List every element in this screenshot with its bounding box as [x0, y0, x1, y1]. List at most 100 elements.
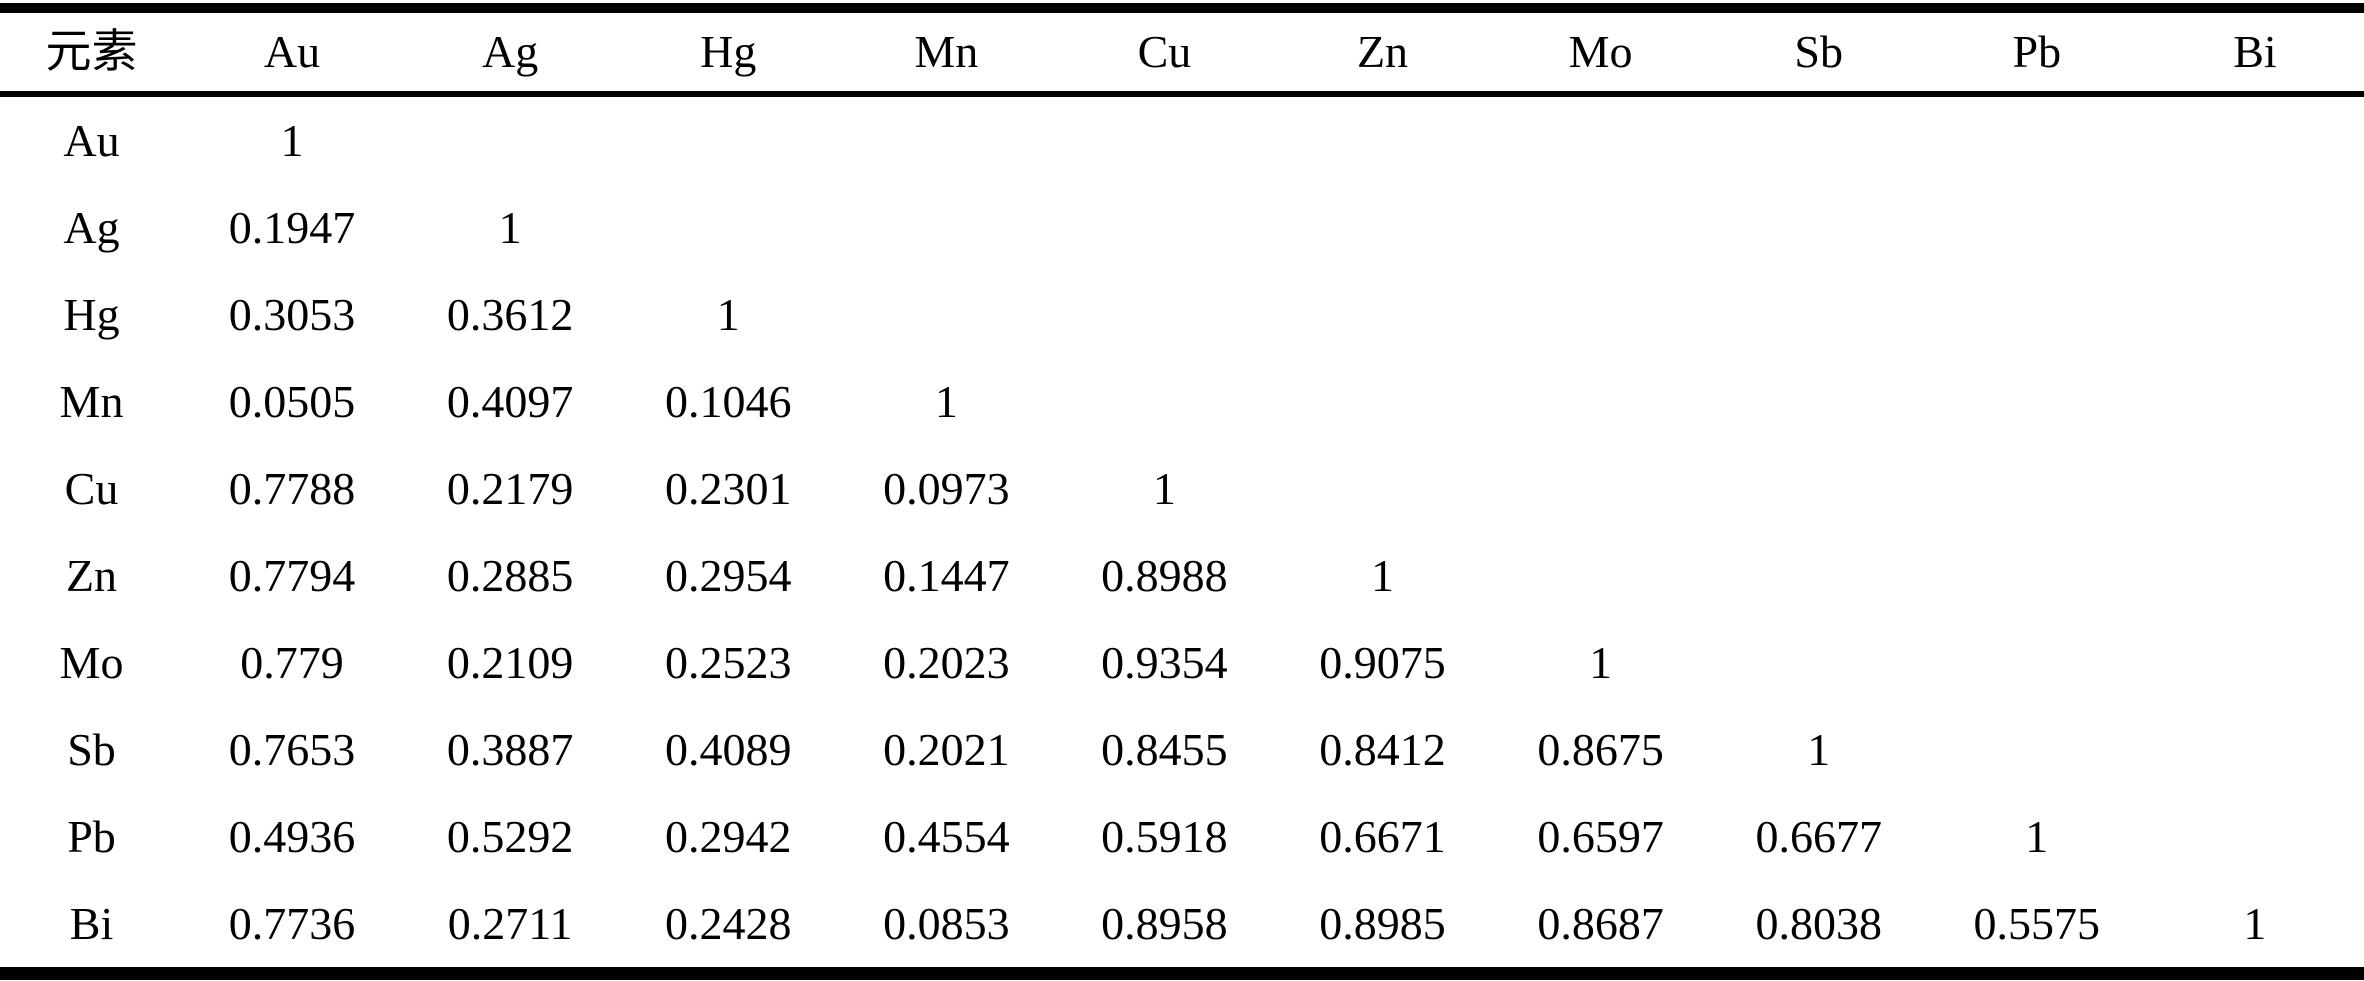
table-row-zn: Zn 0.7794 0.2885 0.2954 0.1447 0.8988 1 — [0, 532, 2364, 619]
matrix-cell — [1928, 94, 2146, 184]
matrix-cell: 0.5918 — [1101, 810, 1228, 862]
matrix-cell — [837, 184, 1055, 271]
matrix-cell: 0.3053 — [228, 288, 356, 340]
matrix-cell: 1 — [2025, 810, 2049, 862]
matrix-cell — [2146, 619, 2364, 706]
matrix-cell: 0.3612 — [446, 288, 574, 340]
matrix-cell — [837, 271, 1055, 358]
matrix-cell — [2146, 793, 2364, 880]
matrix-cell — [2146, 532, 2364, 619]
matrix-cell: 0.8958 — [1101, 897, 1228, 949]
matrix-cell — [619, 184, 837, 271]
column-header-bi: Bi — [2233, 26, 2277, 77]
matrix-cell — [1928, 271, 2146, 358]
matrix-cell: 0.3887 — [446, 723, 574, 775]
matrix-cell: 0.5292 — [446, 810, 574, 862]
matrix-cell: 0.1947 — [228, 201, 356, 253]
column-header-element: 元素 — [45, 26, 138, 77]
matrix-cell — [1710, 271, 1928, 358]
matrix-cell — [1055, 94, 1273, 184]
matrix-cell: 0.2523 — [664, 636, 792, 688]
matrix-cell — [401, 94, 619, 184]
matrix-cell: 0.7794 — [228, 549, 356, 601]
matrix-cell: 1 — [498, 201, 522, 253]
table-row-mo: Mo 0.779 0.2109 0.2523 0.2023 0.9354 0.9075 1 — [0, 619, 2364, 706]
matrix-cell: 0.9075 — [1319, 636, 1446, 688]
matrix-cell: 0.8988 — [1101, 549, 1228, 601]
column-header-mn: Mn — [914, 26, 979, 77]
matrix-cell — [2146, 706, 2364, 793]
matrix-cell — [1928, 532, 2146, 619]
matrix-cell: 1 — [2243, 897, 2267, 949]
matrix-cell: 1 — [1807, 723, 1831, 775]
matrix-cell — [1492, 445, 1710, 532]
row-label-au: Au — [63, 114, 120, 166]
column-header-hg: Hg — [700, 26, 757, 77]
matrix-cell — [1273, 358, 1491, 445]
matrix-cell — [1273, 184, 1491, 271]
matrix-cell: 0.6671 — [1319, 810, 1446, 862]
matrix-cell: 1 — [934, 375, 958, 427]
matrix-cell — [1928, 706, 2146, 793]
matrix-cell — [1492, 358, 1710, 445]
matrix-cell: 0.8675 — [1537, 723, 1664, 775]
matrix-cell: 0.4936 — [228, 810, 356, 862]
matrix-cell — [1928, 358, 2146, 445]
matrix-cell — [1492, 184, 1710, 271]
matrix-cell: 0.4097 — [446, 375, 574, 427]
table-row-bi: Bi 0.7736 0.2711 0.2428 0.0853 0.8958 0.8985 0.… — [0, 880, 2364, 974]
column-header-pb: Pb — [2012, 26, 2062, 77]
column-header-zn: Zn — [1356, 26, 1409, 77]
matrix-cell: 0.8687 — [1537, 897, 1664, 949]
row-label-ag: Ag — [63, 201, 120, 253]
matrix-cell: 0.2179 — [446, 462, 574, 514]
matrix-cell — [1710, 532, 1928, 619]
table-row-hg: Hg 0.3053 0.3612 1 — [0, 271, 2364, 358]
matrix-cell: 0.2954 — [664, 549, 792, 601]
matrix-cell: 0.7788 — [228, 462, 356, 514]
matrix-cell — [2146, 271, 2364, 358]
matrix-cell: 0.0973 — [883, 462, 1010, 514]
matrix-cell: 0.2109 — [446, 636, 574, 688]
matrix-cell: 0.4554 — [883, 810, 1010, 862]
matrix-cell — [1273, 94, 1491, 184]
row-label-cu: Cu — [64, 462, 119, 514]
matrix-cell — [1273, 445, 1491, 532]
matrix-cell — [1492, 94, 1710, 184]
table-row-pb: Pb 0.4936 0.5292 0.2942 0.4554 0.5918 0.6671 0.… — [0, 793, 2364, 880]
matrix-cell: 0.4089 — [664, 723, 792, 775]
matrix-cell — [2146, 184, 2364, 271]
row-label-mn: Mn — [59, 375, 124, 427]
row-label-sb: Sb — [67, 723, 116, 775]
matrix-cell: 0.2301 — [664, 462, 792, 514]
matrix-cell — [2146, 358, 2364, 445]
column-header-ag: Ag — [482, 26, 539, 77]
column-header-mo: Mo — [1568, 26, 1633, 77]
matrix-cell — [2146, 445, 2364, 532]
matrix-cell: 0.8412 — [1319, 723, 1446, 775]
matrix-cell — [1710, 94, 1928, 184]
row-label-zn: Zn — [65, 549, 118, 601]
table-row-sb: Sb 0.7653 0.3887 0.4089 0.2021 0.8455 0.8412 0.… — [0, 706, 2364, 793]
matrix-cell — [1710, 358, 1928, 445]
matrix-cell — [1492, 532, 1710, 619]
matrix-cell — [837, 94, 1055, 184]
matrix-cell: 0.6677 — [1755, 810, 1882, 862]
header-row: 元素 Au Ag Hg Mn Cu Zn Mo Sb Pb Bi — [0, 8, 2364, 94]
matrix-cell: 0.2885 — [446, 549, 574, 601]
matrix-cell — [1928, 619, 2146, 706]
matrix-cell — [1928, 445, 2146, 532]
table-header: 元素 Au Ag Hg Mn Cu Zn Mo Sb Pb Bi — [0, 8, 2364, 94]
matrix-cell: 0.8038 — [1755, 897, 1882, 949]
table-row-au: Au 1 — [0, 94, 2364, 184]
matrix-cell: 0.9354 — [1101, 636, 1228, 688]
matrix-cell — [1055, 184, 1273, 271]
matrix-cell: 0.8985 — [1319, 897, 1446, 949]
matrix-cell: 0.2711 — [447, 897, 573, 949]
column-header-sb: Sb — [1794, 26, 1843, 77]
matrix-cell: 0.2428 — [664, 897, 792, 949]
table-row-cu: Cu 0.7788 0.2179 0.2301 0.0973 1 — [0, 445, 2364, 532]
matrix-cell — [2146, 94, 2364, 184]
matrix-cell: 0.7653 — [228, 723, 356, 775]
